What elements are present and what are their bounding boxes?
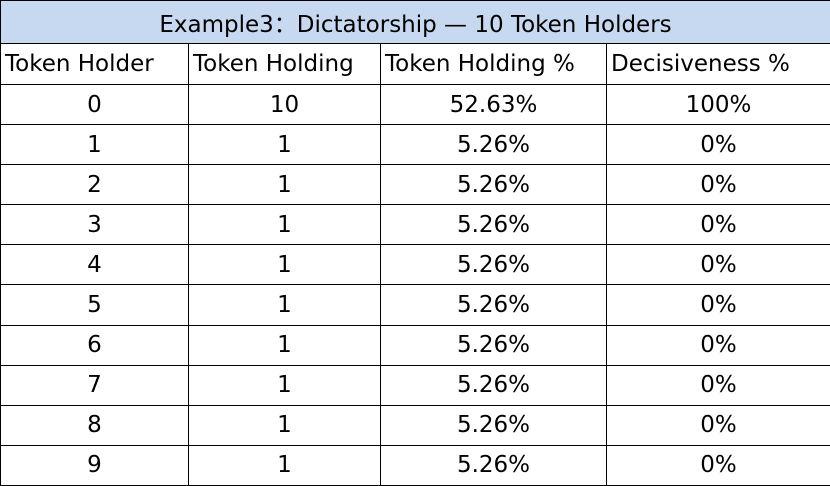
table-cell: 52.63%: [380, 83, 607, 126]
table-cell: 3: [0, 204, 189, 246]
table-cell: 5.26%: [380, 364, 607, 406]
table-cell: 9: [0, 444, 189, 486]
table-cell: 1: [188, 124, 381, 166]
table-cell: 100%: [605, 83, 830, 126]
table-cell: 4: [0, 244, 189, 286]
table-cell: 0%: [605, 124, 830, 166]
table-cell: 0%: [605, 164, 830, 206]
table-cell: 5.26%: [380, 164, 607, 206]
table-cell: 7: [0, 364, 189, 406]
table-row: 2 1 5.26% 0%: [0, 164, 830, 206]
table-cell: 0%: [605, 324, 830, 366]
table-cell: 5.26%: [380, 444, 607, 486]
table-row: 7 1 5.26% 0%: [0, 364, 830, 406]
table-row: 8 1 5.26% 0%: [0, 404, 830, 446]
table-row: 4 1 5.26% 0%: [0, 244, 830, 286]
table-cell: 0%: [605, 364, 830, 406]
table-cell: 10: [188, 83, 381, 126]
table-cell: 0%: [605, 444, 830, 486]
table-cell: 1: [188, 284, 381, 326]
table-cell: 6: [0, 324, 189, 366]
table-cell: 5.26%: [380, 204, 607, 246]
table-row: 3 1 5.26% 0%: [0, 204, 830, 246]
table-cell: 5.26%: [380, 324, 607, 366]
table-cell: 8: [0, 404, 189, 446]
table-cell: 0%: [605, 244, 830, 286]
table-row: 6 1 5.26% 0%: [0, 324, 830, 366]
title-row: Example3：Dictatorship — 10 Token Holders: [0, 0, 830, 44]
table-cell: 1: [188, 324, 381, 366]
table-cell: 0%: [605, 404, 830, 446]
header-cell: Token Holding: [188, 43, 381, 85]
table-title: Example3：Dictatorship — 10 Token Holders: [0, 0, 830, 44]
table-cell: 1: [0, 124, 189, 166]
table-cell: 0%: [605, 284, 830, 326]
table-cell: 5: [0, 284, 189, 326]
table-cell: 1: [188, 364, 381, 406]
table-cell: 2: [0, 164, 189, 206]
table-cell: 5.26%: [380, 404, 607, 446]
table-cell: 5.26%: [380, 284, 607, 326]
header-cell: Token Holder: [0, 43, 189, 85]
table-cell: 5.26%: [380, 124, 607, 166]
table-row: 1 1 5.26% 0%: [0, 124, 830, 166]
table-row: 5 1 5.26% 0%: [0, 284, 830, 326]
table-cell: 1: [188, 164, 381, 206]
table-cell: 0: [0, 83, 189, 126]
table-cell: 1: [188, 404, 381, 446]
table-row: 9 1 5.26% 0%: [0, 444, 830, 486]
table-cell: 1: [188, 244, 381, 286]
header-cell: Token Holding %: [380, 43, 607, 85]
table-row: 0 10 52.63% 100%: [0, 83, 830, 126]
table-cell: 1: [188, 444, 381, 486]
table-cell: 5.26%: [380, 244, 607, 286]
table-cell: 1: [188, 204, 381, 246]
header-row: Token Holder Token Holding Token Holding %…: [0, 43, 830, 85]
table-cell: 0%: [605, 204, 830, 246]
header-cell: Decisiveness %: [605, 43, 830, 85]
